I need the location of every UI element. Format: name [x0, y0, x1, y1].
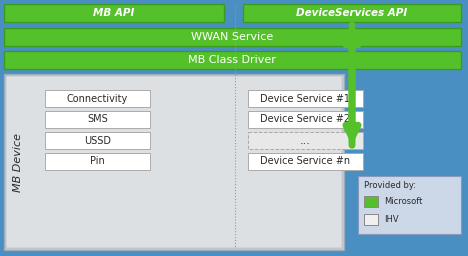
- Bar: [4, 51, 461, 69]
- Text: Provided by:: Provided by:: [364, 180, 416, 189]
- Bar: [248, 111, 363, 128]
- Bar: [45, 111, 150, 128]
- Text: Device Service #2: Device Service #2: [260, 114, 351, 124]
- Text: SMS: SMS: [87, 114, 108, 124]
- Text: IHV: IHV: [384, 215, 399, 224]
- Text: Pin: Pin: [90, 156, 105, 166]
- Text: Connectivity: Connectivity: [67, 93, 128, 103]
- Text: MB API: MB API: [93, 8, 135, 18]
- Bar: [45, 132, 150, 149]
- Bar: [45, 90, 150, 107]
- Bar: [358, 176, 461, 234]
- Bar: [4, 28, 461, 46]
- Text: Device Service #n: Device Service #n: [260, 156, 351, 166]
- Text: USSD: USSD: [84, 135, 111, 145]
- Text: MB Class Driver: MB Class Driver: [188, 55, 276, 65]
- Text: Microsoft: Microsoft: [384, 197, 423, 206]
- Bar: [6, 76, 342, 248]
- Bar: [4, 74, 344, 250]
- Text: WWAN Service: WWAN Service: [191, 32, 273, 42]
- Text: MB Device: MB Device: [13, 133, 23, 191]
- Bar: [45, 153, 150, 170]
- Bar: [248, 90, 363, 107]
- Text: Device Service #1: Device Service #1: [261, 93, 351, 103]
- Bar: [364, 214, 378, 225]
- Bar: [248, 132, 363, 149]
- Bar: [4, 4, 224, 22]
- Bar: [243, 4, 461, 22]
- Text: DeviceServices API: DeviceServices API: [296, 8, 408, 18]
- Bar: [248, 153, 363, 170]
- Bar: [364, 196, 378, 207]
- Text: ...: ...: [300, 135, 311, 145]
